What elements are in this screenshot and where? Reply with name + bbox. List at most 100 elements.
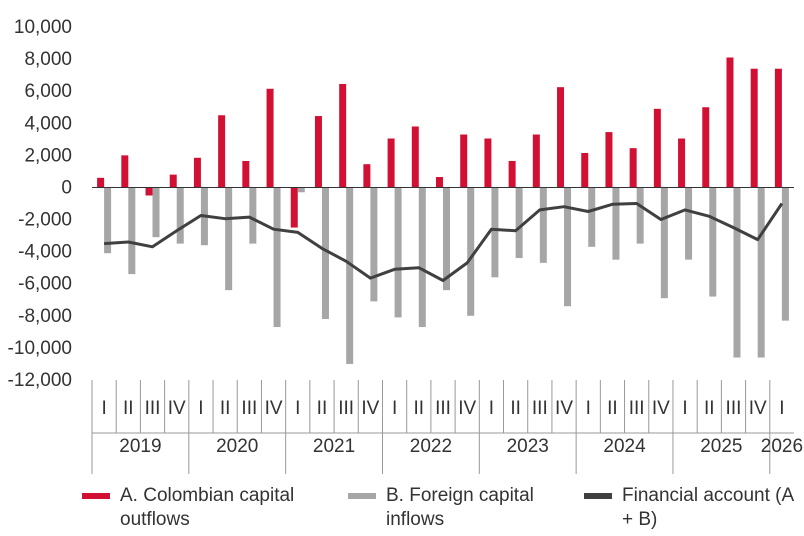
y-tick-label: 6,000 [24, 81, 72, 102]
bar-inflows [152, 187, 160, 238]
quarter-label: II [414, 398, 425, 419]
bar-inflows [733, 187, 741, 358]
quarter-label: II [704, 398, 715, 419]
bar-outflows [387, 138, 395, 188]
year-label: 2023 [507, 436, 549, 457]
legend-item-outflows: A. Colombian capital outflows [82, 484, 340, 532]
bar-inflows [588, 187, 596, 247]
year-label: 2026 [761, 436, 803, 457]
bar-outflows [532, 134, 540, 188]
quarter-label: IV [652, 398, 670, 419]
y-tick-label: -6,000 [18, 274, 72, 295]
legend-label-financial-account: Financial account (A + B) [622, 485, 794, 530]
bar-inflows [467, 187, 475, 316]
quarter-label: IV [168, 398, 186, 419]
bar-outflows [193, 157, 201, 188]
bar-inflows [297, 187, 305, 193]
quarter-label: III [726, 398, 742, 419]
y-tick-label: 0 [61, 177, 72, 198]
y-tick-label: -10,000 [8, 338, 72, 359]
bar-inflows [225, 187, 233, 291]
bar-inflows [539, 187, 547, 263]
quarter-label: IV [458, 398, 476, 419]
bar-outflows [436, 177, 443, 188]
y-tick-label: 10,000 [14, 17, 72, 38]
quarter-label: III [145, 398, 161, 419]
bar-outflows [605, 132, 613, 188]
quarter-label: II [123, 398, 134, 419]
chart-svg: 10,000 8,000 6,000 4,000 2,000 0 -2,000 -4,000 -… [8, 17, 803, 474]
bar-outflows [702, 107, 710, 188]
bar-inflows [612, 187, 620, 260]
bar-outflows [653, 108, 661, 188]
year-label: 2021 [313, 436, 355, 457]
y-tick-label: 8,000 [24, 49, 72, 70]
bar-outflows [484, 138, 492, 188]
quarter-label: III [629, 398, 645, 419]
bar-inflows [346, 187, 354, 364]
quarter-label: I [295, 398, 300, 419]
bar-outflows [218, 115, 226, 188]
bar-outflows [557, 87, 565, 188]
y-tick-label: -4,000 [18, 242, 72, 263]
bar-inflows [660, 187, 668, 299]
legend-swatch-outflows [82, 493, 110, 499]
legend-swatch-inflows [348, 493, 376, 499]
y-tick-label: 2,000 [24, 145, 72, 166]
bar-inflows [273, 187, 281, 328]
bar-inflows [709, 187, 717, 297]
legend-label-outflows: A. Colombian capital outflows [120, 485, 295, 530]
bar-outflows [314, 116, 322, 188]
quarter-label: II [317, 398, 328, 419]
bar-outflows [581, 152, 589, 188]
bar-inflows [515, 187, 523, 259]
bar-inflows [781, 187, 789, 321]
legend-item-inflows: B. Foreign capital inflows [348, 484, 566, 532]
bar-outflows [169, 174, 177, 188]
quarter-label: I [101, 398, 106, 419]
bar-inflows [564, 187, 572, 307]
quarter-label: III [532, 398, 548, 419]
legend: A. Colombian capital outflows B. Foreign… [0, 484, 804, 536]
bar-outflows [774, 68, 782, 188]
bar-outflows [411, 126, 419, 188]
bar-inflows [370, 187, 378, 302]
bar-outflows [508, 160, 516, 188]
quarter-label: IV [749, 398, 767, 419]
bar-outflows [678, 138, 686, 188]
bar-outflows [363, 164, 371, 188]
legend-item-financial-account: Financial account (A + B) [584, 484, 802, 532]
bar-outflows [266, 88, 274, 188]
bar-inflows [321, 187, 329, 320]
bar-inflows [443, 187, 450, 291]
bar-outflows [750, 68, 758, 188]
y-tick-label: -8,000 [18, 306, 72, 327]
bar-inflows [636, 187, 644, 244]
quarter-label: IV [361, 398, 379, 419]
y-tick-label: -2,000 [18, 210, 72, 231]
quarter-label: I [392, 398, 397, 419]
year-label: 2019 [119, 436, 161, 457]
bar-inflows [104, 187, 112, 254]
quarter-label: IV [265, 398, 283, 419]
year-label: 2020 [216, 436, 258, 457]
quarter-label: II [607, 398, 618, 419]
bar-outflows [121, 155, 129, 188]
bar-outflows [242, 160, 250, 188]
quarter-label: II [220, 398, 231, 419]
year-label: 2022 [410, 436, 452, 457]
bar-inflows [757, 187, 765, 358]
legend-label-inflows: B. Foreign capital inflows [386, 485, 534, 530]
bar-outflows [339, 83, 347, 188]
bar-inflows [418, 187, 426, 328]
year-label: 2024 [603, 436, 646, 457]
quarter-label: II [510, 398, 521, 419]
quarter-label: I [198, 398, 203, 419]
bar-outflows [460, 134, 468, 188]
legend-swatch-financial-account [584, 493, 612, 499]
bar-outflows [726, 57, 734, 188]
quarter-label: IV [555, 398, 573, 419]
line-financial-account [104, 202, 784, 282]
bar-outflows [97, 177, 105, 188]
